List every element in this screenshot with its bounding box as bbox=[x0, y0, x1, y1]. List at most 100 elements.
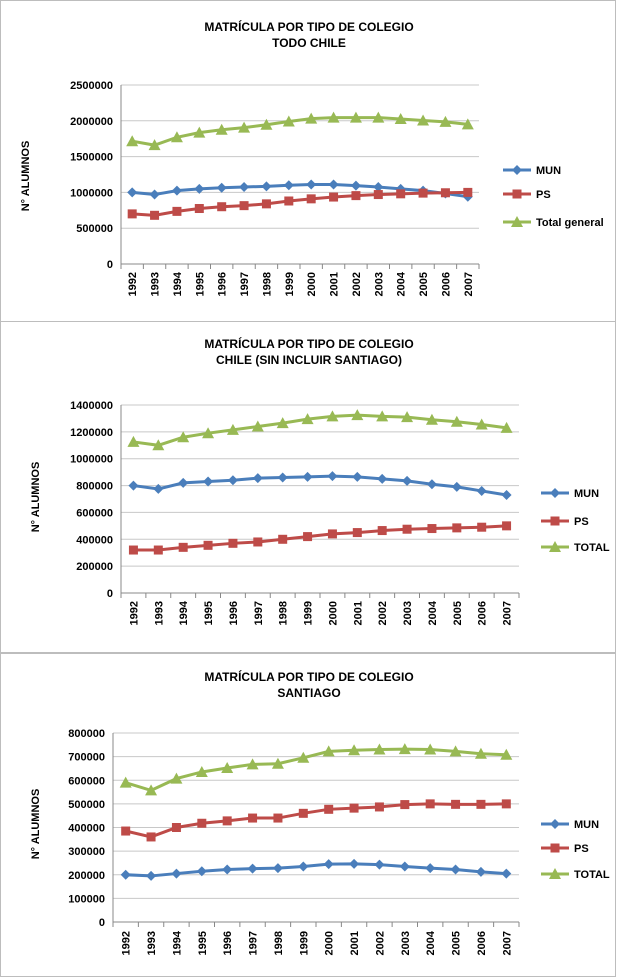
legend-item: MUN bbox=[503, 165, 561, 177]
data-point bbox=[222, 816, 232, 826]
series-mun bbox=[120, 858, 512, 881]
data-point bbox=[324, 804, 334, 814]
series-line bbox=[132, 183, 469, 199]
data-point bbox=[425, 413, 438, 425]
data-point bbox=[221, 761, 234, 773]
line-chart-todo-chile: MATRÍCULA POR TIPO DE COLEGIO TODO CHILE… bbox=[20, 19, 604, 296]
data-point bbox=[502, 521, 512, 531]
data-point bbox=[171, 868, 182, 879]
y-tick-label: 0 bbox=[107, 588, 113, 600]
chart-subtitle: SANTIAGO bbox=[277, 686, 340, 700]
data-point bbox=[149, 189, 160, 200]
x-tick-label: 2000 bbox=[324, 931, 336, 955]
x-tick-label: 1995 bbox=[197, 931, 209, 955]
x-tick-label: 1999 bbox=[303, 601, 315, 625]
data-point bbox=[501, 799, 511, 809]
x-tick-label: 1992 bbox=[127, 272, 139, 296]
data-point bbox=[349, 858, 360, 869]
data-point bbox=[352, 471, 363, 482]
data-point bbox=[374, 802, 384, 812]
data-point bbox=[377, 473, 388, 484]
data-point bbox=[252, 473, 263, 484]
data-point bbox=[301, 413, 314, 425]
data-point bbox=[425, 799, 435, 809]
data-point bbox=[451, 799, 461, 809]
data-point bbox=[238, 121, 251, 133]
data-point bbox=[297, 751, 310, 763]
gridlines bbox=[121, 404, 519, 594]
y-tick-label: 700000 bbox=[68, 752, 105, 764]
x-tick-label: 2004 bbox=[427, 600, 439, 625]
data-point bbox=[461, 118, 474, 130]
data-point bbox=[439, 115, 452, 127]
y-tick-label: 0 bbox=[99, 917, 105, 929]
x-tick-label: 1992 bbox=[121, 931, 133, 955]
data-point bbox=[146, 832, 156, 842]
series-line bbox=[131, 116, 468, 147]
series-total bbox=[119, 743, 513, 796]
data-point bbox=[426, 479, 437, 490]
data-point bbox=[351, 191, 361, 201]
legend-item: TOTAL bbox=[541, 868, 610, 881]
data-point bbox=[127, 209, 137, 219]
data-point bbox=[150, 210, 160, 220]
data-point bbox=[298, 808, 308, 818]
data-point bbox=[323, 859, 334, 870]
series-line bbox=[133, 413, 507, 447]
data-point bbox=[452, 523, 462, 533]
y-tick-label: 100000 bbox=[68, 893, 105, 905]
data-point bbox=[278, 534, 288, 544]
legend-label: TOTAL bbox=[574, 542, 610, 554]
y-tick-label: 2000000 bbox=[70, 116, 113, 128]
data-point bbox=[261, 181, 272, 192]
data-point bbox=[170, 772, 183, 784]
chart-title: MATRÍCULA POR TIPO DE COLEGIO bbox=[204, 19, 413, 34]
data-point bbox=[474, 747, 487, 759]
data-point bbox=[178, 542, 188, 552]
legend-item: MUN bbox=[541, 488, 599, 500]
x-tick-label: 1994 bbox=[178, 600, 190, 625]
x-tick-label: 2000 bbox=[306, 272, 318, 296]
data-point bbox=[194, 204, 204, 214]
y-tick-label: 400000 bbox=[68, 823, 105, 835]
legend-marker bbox=[550, 843, 560, 853]
legend-item: MUN bbox=[541, 819, 599, 831]
data-point bbox=[500, 748, 513, 760]
legend-marker bbox=[511, 216, 523, 227]
data-point bbox=[276, 417, 289, 429]
data-point bbox=[327, 111, 340, 123]
data-point bbox=[284, 196, 294, 206]
x-tick-label: 1998 bbox=[273, 931, 285, 955]
series-total-general bbox=[126, 111, 474, 151]
data-point bbox=[153, 483, 164, 494]
legend-item: PS bbox=[541, 843, 589, 855]
data-point bbox=[273, 813, 283, 823]
x-tick-label: 1999 bbox=[298, 931, 310, 955]
data-point bbox=[398, 743, 411, 755]
data-point bbox=[261, 199, 271, 209]
data-point bbox=[126, 135, 139, 147]
data-point bbox=[272, 863, 283, 874]
legend-item: PS bbox=[503, 189, 551, 201]
data-point bbox=[172, 206, 182, 216]
data-point bbox=[202, 427, 215, 439]
series-line bbox=[132, 190, 468, 217]
y-tick-label: 300000 bbox=[68, 846, 105, 858]
y-tick-label: 1000000 bbox=[70, 187, 113, 199]
data-point bbox=[322, 745, 335, 757]
x-tick-label: 1999 bbox=[284, 272, 296, 296]
y-tick-label: 1500000 bbox=[70, 152, 113, 164]
x-tick-label: 2004 bbox=[396, 271, 408, 296]
data-point bbox=[306, 194, 316, 204]
data-point bbox=[170, 131, 183, 143]
y-axis-label: N° ALUMNOS bbox=[30, 789, 42, 860]
data-point bbox=[271, 757, 284, 769]
y-tick-label: 500000 bbox=[68, 799, 105, 811]
series-mun bbox=[128, 471, 512, 500]
data-point bbox=[418, 188, 428, 198]
gridlines bbox=[121, 84, 479, 265]
data-point bbox=[352, 528, 362, 538]
data-point bbox=[373, 190, 383, 200]
legend-item: TOTAL bbox=[541, 541, 610, 554]
data-point bbox=[500, 421, 513, 433]
